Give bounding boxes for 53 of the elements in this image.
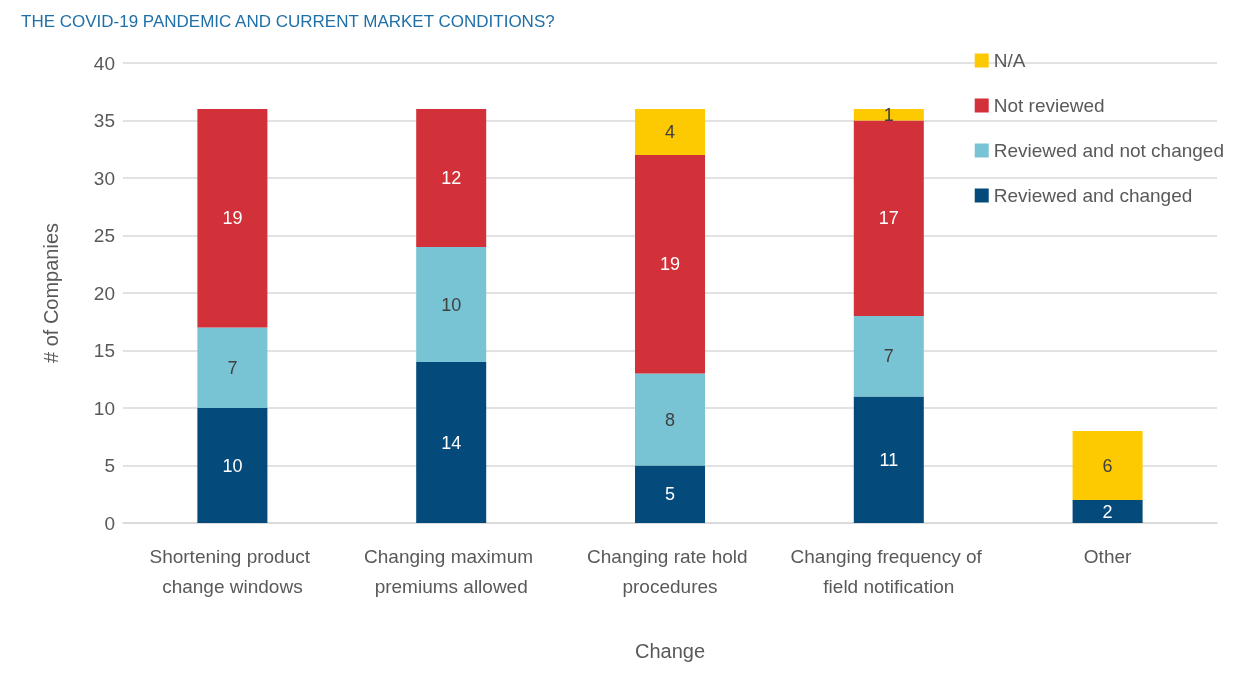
y-tick-label: 15 [93,340,115,361]
bar [1072,431,1143,500]
data-label: 6 [1102,455,1113,476]
y-tick-label: 10 [93,397,115,419]
x-tick-label: Changing rate hold procedures [587,545,753,597]
bar [634,109,706,155]
bar [197,109,268,328]
y-tick-label: 35 [93,110,115,131]
legend-label: Reviewed and not changed [993,140,1225,161]
bar [853,396,924,523]
data-label: 7 [883,346,894,367]
y-tick-label: 0 [104,512,115,534]
data-label: 4 [664,122,676,142]
bar [197,408,268,523]
bar [416,362,487,523]
y-tick-label: 25 [93,225,115,246]
legend-label: Reviewed and changed [993,185,1193,206]
y-tick-label: 30 [93,167,115,189]
chart-title: THE COVID-19 PANDEMIC AND CURRENT MARKET CONDITIONS? [21,12,555,31]
bar [853,109,924,121]
y-tick-label: 20 [93,282,115,304]
data-label: 7 [227,357,238,378]
bar [634,373,706,466]
data-label: 12 [441,168,462,188]
x-axis-title: Change [634,640,706,662]
data-label: 19 [659,254,681,275]
bar [197,327,268,408]
data-label: 19 [222,208,243,229]
data-label: 17 [878,208,899,229]
x-tick-label: Shortening product change windows [149,545,316,597]
bar [634,465,706,523]
data-label: 2 [1102,501,1113,522]
data-label: 10 [441,294,462,315]
bar [416,109,487,247]
bar [853,120,924,316]
bar [634,155,706,374]
y-tick-label: 5 [104,455,115,476]
bar [1072,500,1143,523]
data-label: 8 [664,409,676,430]
bar [853,316,924,397]
bar [416,247,487,362]
y-tick-label: 40 [93,52,115,74]
x-tick-label: Other [1083,545,1133,567]
data-label: 14 [441,432,462,453]
x-tick-label: Changing frequency of field notification [790,545,988,597]
x-tick-label: Changing maximum premiums allowed [364,545,539,597]
data-label: 5 [664,484,676,505]
legend-label: N/A [993,50,1026,71]
legend-label: Not reviewed [993,95,1105,116]
data-label: 10 [222,455,243,476]
y-axis-title: # of Companies [40,222,62,364]
data-label: 1 [883,104,894,125]
data-label: 11 [879,449,899,470]
